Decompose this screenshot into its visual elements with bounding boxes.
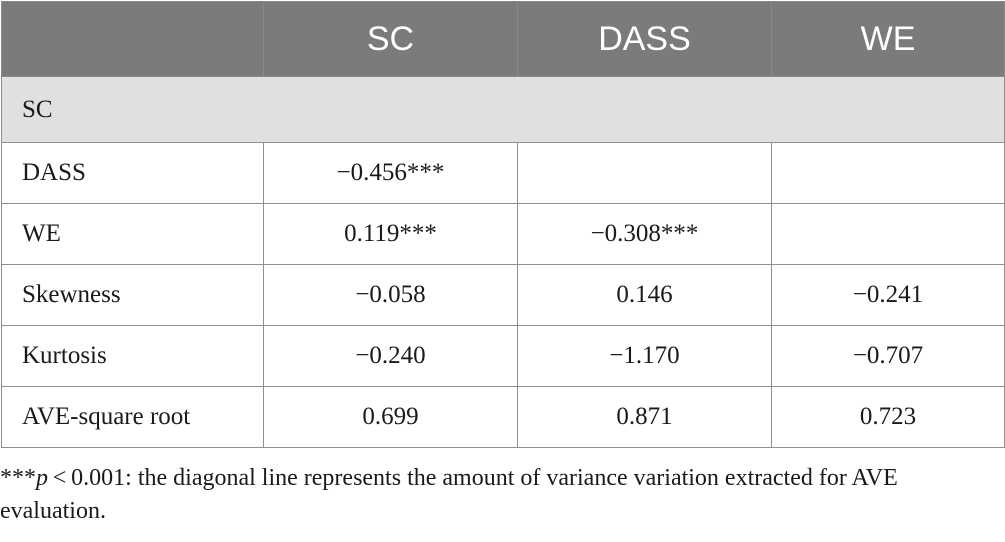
table-cell: 0.723 [771, 386, 1005, 448]
table-cell: −0.308*** [517, 203, 772, 265]
row-label: Skewness [1, 264, 264, 326]
table-cell: −0.456*** [263, 142, 518, 204]
table-row: AVE-square root 0.699 0.871 0.723 [1, 386, 1005, 448]
table-row: Kurtosis −0.240 −1.170 −0.707 [1, 325, 1005, 387]
table-cell: −0.241 [771, 264, 1005, 326]
header-cell-sc: SC [263, 1, 518, 77]
table-cell: 0.119*** [263, 203, 518, 265]
table-cell: −1.170 [517, 325, 772, 387]
correlation-table: SC DASS WE SC DASS −0.456*** WE 0.119***… [1, 1, 1005, 448]
table-row: WE 0.119*** −0.308*** [1, 203, 1005, 265]
table-row: Skewness −0.058 0.146 −0.241 [1, 264, 1005, 326]
header-cell-we: WE [771, 1, 1005, 77]
section-row: SC [1, 76, 1005, 143]
header-row: SC DASS WE [1, 1, 1005, 77]
footnote-threshold: < 0.001 [48, 465, 126, 491]
table-footnote: ***p < 0.001: the diagonal line represen… [0, 462, 1005, 528]
table-cell: 0.146 [517, 264, 772, 326]
table-cell: 0.699 [263, 386, 518, 448]
section-label: SC [1, 76, 1005, 143]
row-label: AVE-square root [1, 386, 264, 448]
table-row: DASS −0.456*** [1, 142, 1005, 204]
footnote-line-2: evaluation. [0, 498, 106, 524]
footnote-text: : the diagonal line represents the amoun… [125, 465, 898, 491]
header-cell-dass: DASS [517, 1, 772, 77]
table-cell: 0.871 [517, 386, 772, 448]
row-label: DASS [1, 142, 264, 204]
table-cell [771, 203, 1005, 265]
table-cell: −0.058 [263, 264, 518, 326]
table-cell: −0.240 [263, 325, 518, 387]
header-cell-empty [1, 1, 264, 77]
footnote-line-1: ***p < 0.001: the diagonal line represen… [0, 462, 1005, 495]
footnote-p-symbol: p [36, 465, 48, 491]
row-label: Kurtosis [1, 325, 264, 387]
table-cell [771, 142, 1005, 204]
row-label: WE [1, 203, 264, 265]
footnote-stars: *** [0, 465, 36, 491]
table-cell: −0.707 [771, 325, 1005, 387]
table-cell [517, 142, 772, 204]
